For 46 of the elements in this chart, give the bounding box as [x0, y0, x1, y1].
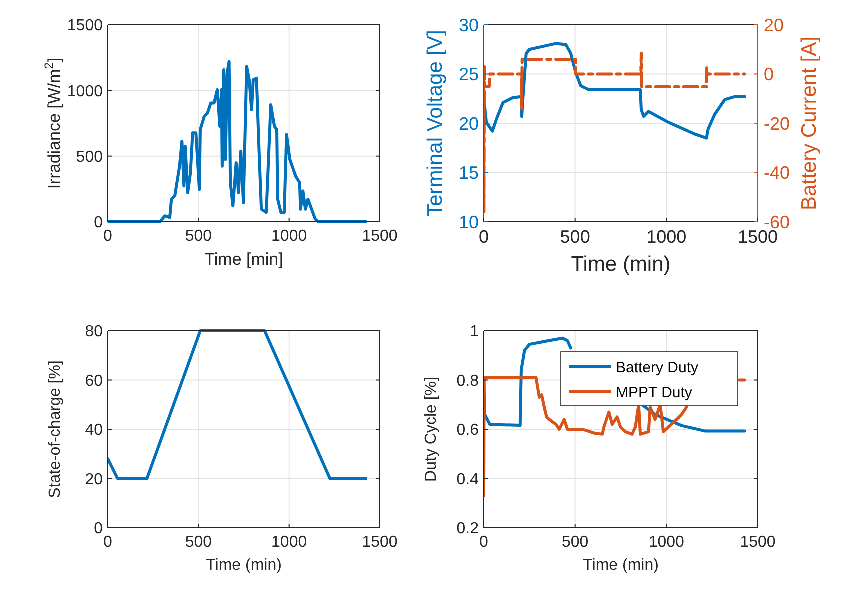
y-tick-label: 15	[458, 163, 479, 184]
y-tick-label: 30	[458, 15, 479, 36]
x-tick-label: 500	[560, 227, 590, 247]
legend-label: MPPT Duty	[616, 384, 693, 402]
x-axis-title: Time (min)	[571, 253, 671, 276]
y-tick-label: 0.6	[456, 422, 480, 440]
x-tick-label: 500	[185, 228, 212, 245]
y-axis-title: Duty Cycle [%]	[423, 377, 440, 482]
y2-tick-label: -20	[764, 114, 790, 134]
y-axis-title: State-of-charge [%]	[47, 360, 64, 498]
y-tick-label: 25	[458, 64, 479, 85]
y-tick-label: 1000	[67, 83, 104, 100]
y-tick-label: 500	[76, 148, 104, 166]
y-tick-label: 40	[85, 422, 104, 440]
y-tick-label: 60	[85, 372, 104, 390]
x-axis-title: Time (min)	[206, 557, 282, 574]
x-tick-label: 1500	[362, 228, 398, 245]
y2-tick-label: 20	[764, 15, 784, 36]
x-tick-label: 1000	[646, 227, 687, 247]
y-tick-label: 1500	[67, 18, 104, 35]
y-tick-label: 10	[458, 212, 479, 232]
y-axis-title: Terminal Voltage [V]	[424, 30, 447, 217]
y2-axis-title: Battery Current [A]	[798, 36, 821, 210]
y-tick-label: 80	[85, 324, 104, 341]
y-tick-label: 20	[85, 471, 104, 488]
x-axis-title: Time (min)	[583, 557, 659, 574]
x-tick-label: 500	[562, 534, 589, 551]
y-tick-label: 0.4	[456, 471, 480, 488]
y2-tick-label: -40	[764, 163, 790, 184]
x-tick-label: 1000	[648, 534, 685, 551]
x-tick-label: 1500	[740, 534, 776, 551]
y-tick-label: 20	[458, 114, 479, 134]
line-series	[108, 60, 368, 224]
y-tick-label: 0.8	[456, 372, 480, 390]
x-tick-label: 1500	[362, 534, 398, 551]
x-axis-title: Time [min]	[204, 250, 284, 269]
y-tick-label: 0.2	[456, 520, 480, 538]
line-series	[484, 52, 746, 214]
y-tick-label: 1	[470, 324, 480, 341]
legend-label: Battery Duty	[616, 359, 700, 376]
y2-tick-label: 0	[764, 64, 774, 85]
y-tick-label: 0	[94, 214, 104, 232]
y-tick-label: 0	[94, 520, 104, 538]
x-tick-label: 1000	[272, 228, 308, 245]
x-tick-label: 1000	[272, 534, 308, 551]
x-tick-label: 500	[185, 534, 212, 551]
